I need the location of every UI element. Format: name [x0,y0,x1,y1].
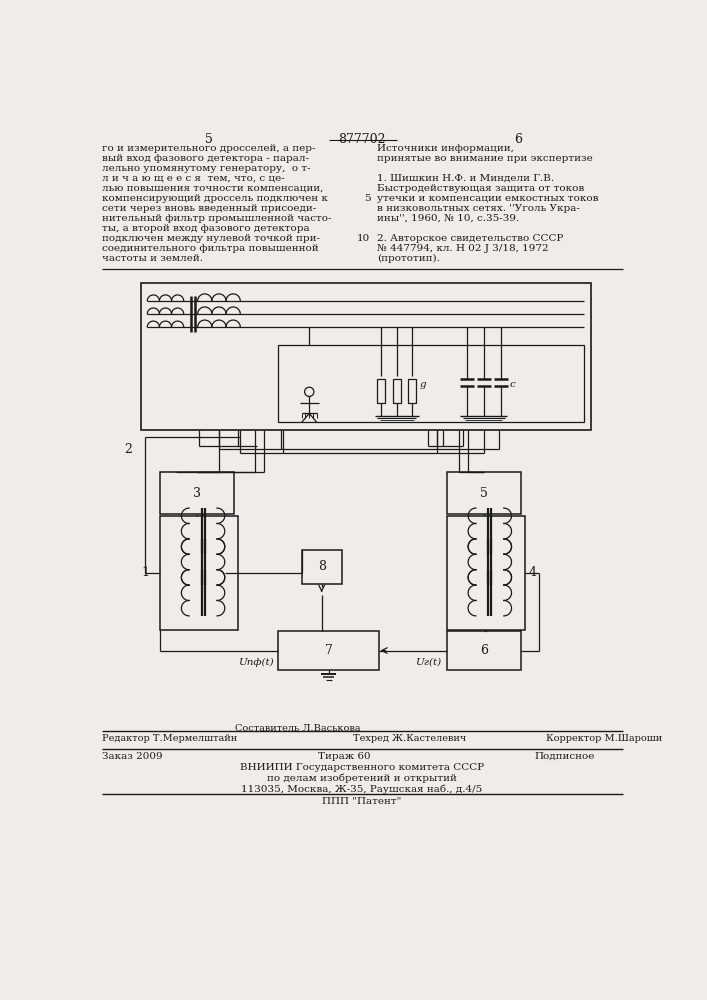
Bar [448,472,521,514]
Text: компенсирующий дроссель подключен к: компенсирующий дроссель подключен к [103,194,328,203]
Text: Uг(t): Uг(t) [414,657,440,666]
Text: Редактор Т.Мермелштайн: Редактор Т.Мермелштайн [103,734,238,743]
Text: g: g [420,380,427,389]
Text: Подписное: Подписное [534,752,595,761]
Text: ВНИИПИ Государственного комитета СССР: ВНИИПИ Государственного комитета СССР [240,763,484,772]
Text: 2. Авторское свидетельство СССР: 2. Авторское свидетельство СССР [377,234,563,243]
Bar [393,379,401,403]
Text: го и измерительного дросселей, а пер-: го и измерительного дросселей, а пер- [103,144,316,153]
Text: вый вход фазового детектора - парал-: вый вход фазового детектора - парал- [103,154,310,163]
Text: 10: 10 [357,234,370,243]
Text: 5: 5 [479,487,488,500]
Text: 877702: 877702 [338,133,386,146]
Bar [409,379,416,403]
Text: лельно упомянутому генератору,  о т-: лельно упомянутому генератору, о т- [103,164,311,173]
Text: 7: 7 [325,644,332,657]
Text: подключен между нулевой точкой при-: подключен между нулевой точкой при- [103,234,320,243]
Text: (прототип).: (прототип). [377,254,440,263]
Text: Техред Ж.Кастелевич: Техред Ж.Кастелевич [354,734,467,743]
Text: частоты и землей.: частоты и землей. [103,254,204,263]
Bar [160,516,238,630]
Bar [141,283,590,430]
Text: по делам изобретений и открытий: по делам изобретений и открытий [267,774,457,783]
Text: нительный фильтр промышленной часто-: нительный фильтр промышленной часто- [103,214,332,223]
Bar [448,516,525,630]
Bar [378,379,385,403]
Text: 3: 3 [193,487,201,500]
Bar [301,550,341,584]
Text: 5: 5 [204,133,212,146]
Text: 6: 6 [515,133,522,146]
Text: № 447794, кл. Н 02 J 3/18, 1972: № 447794, кл. Н 02 J 3/18, 1972 [377,244,549,253]
Bar [448,631,521,670]
Text: утечки и компенсации емкостных токов: утечки и компенсации емкостных токов [377,194,598,203]
Text: 6: 6 [479,644,488,657]
Text: Источники информации,: Источники информации, [377,144,513,153]
Text: 5: 5 [364,194,370,203]
Text: ины'', 1960, № 10, с.35-39.: ины'', 1960, № 10, с.35-39. [377,214,519,223]
Text: Заказ 2009: Заказ 2009 [103,752,163,761]
Text: в низковольтных сетях. ''Уголь Укра-: в низковольтных сетях. ''Уголь Укра- [377,204,580,213]
Text: Тираж 60: Тираж 60 [318,752,370,761]
Text: 1: 1 [141,566,150,579]
Text: лью повышения точности компенсации,: лью повышения точности компенсации, [103,184,324,193]
Bar [279,345,585,422]
Text: Быстродействующая защита от токов: Быстродействующая защита от токов [377,184,584,193]
Text: c: c [510,380,515,389]
Text: 113035, Москва, Ж-35, Раушская наб., д.4/5: 113035, Москва, Ж-35, Раушская наб., д.4… [241,785,483,794]
Text: принятые во внимание при экспертизе: принятые во внимание при экспертизе [377,154,592,163]
Bar [279,631,379,670]
Text: Составитель Л.Васькова: Составитель Л.Васькова [235,724,361,733]
Text: сети через вновь введенный присоеди-: сети через вновь введенный присоеди- [103,204,317,213]
Text: ты, а второй вход фазового детектора: ты, а второй вход фазового детектора [103,224,310,233]
Text: 1. Шишкин Н.Ф. и Миндели Г.В.: 1. Шишкин Н.Ф. и Миндели Г.В. [377,174,554,183]
Text: Uпф(t): Uпф(t) [238,657,274,667]
Text: соединительного фильтра повышенной: соединительного фильтра повышенной [103,244,319,253]
Text: л и ч а ю щ е е с я  тем, что, с це-: л и ч а ю щ е е с я тем, что, с це- [103,174,285,183]
Text: 2: 2 [124,443,132,456]
Text: 4: 4 [529,566,537,579]
Text: Корректор М.Шароши: Корректор М.Шароши [546,734,662,743]
Text: 8: 8 [317,560,326,573]
Bar [160,472,234,514]
Text: ППП "Патент": ППП "Патент" [322,797,402,806]
